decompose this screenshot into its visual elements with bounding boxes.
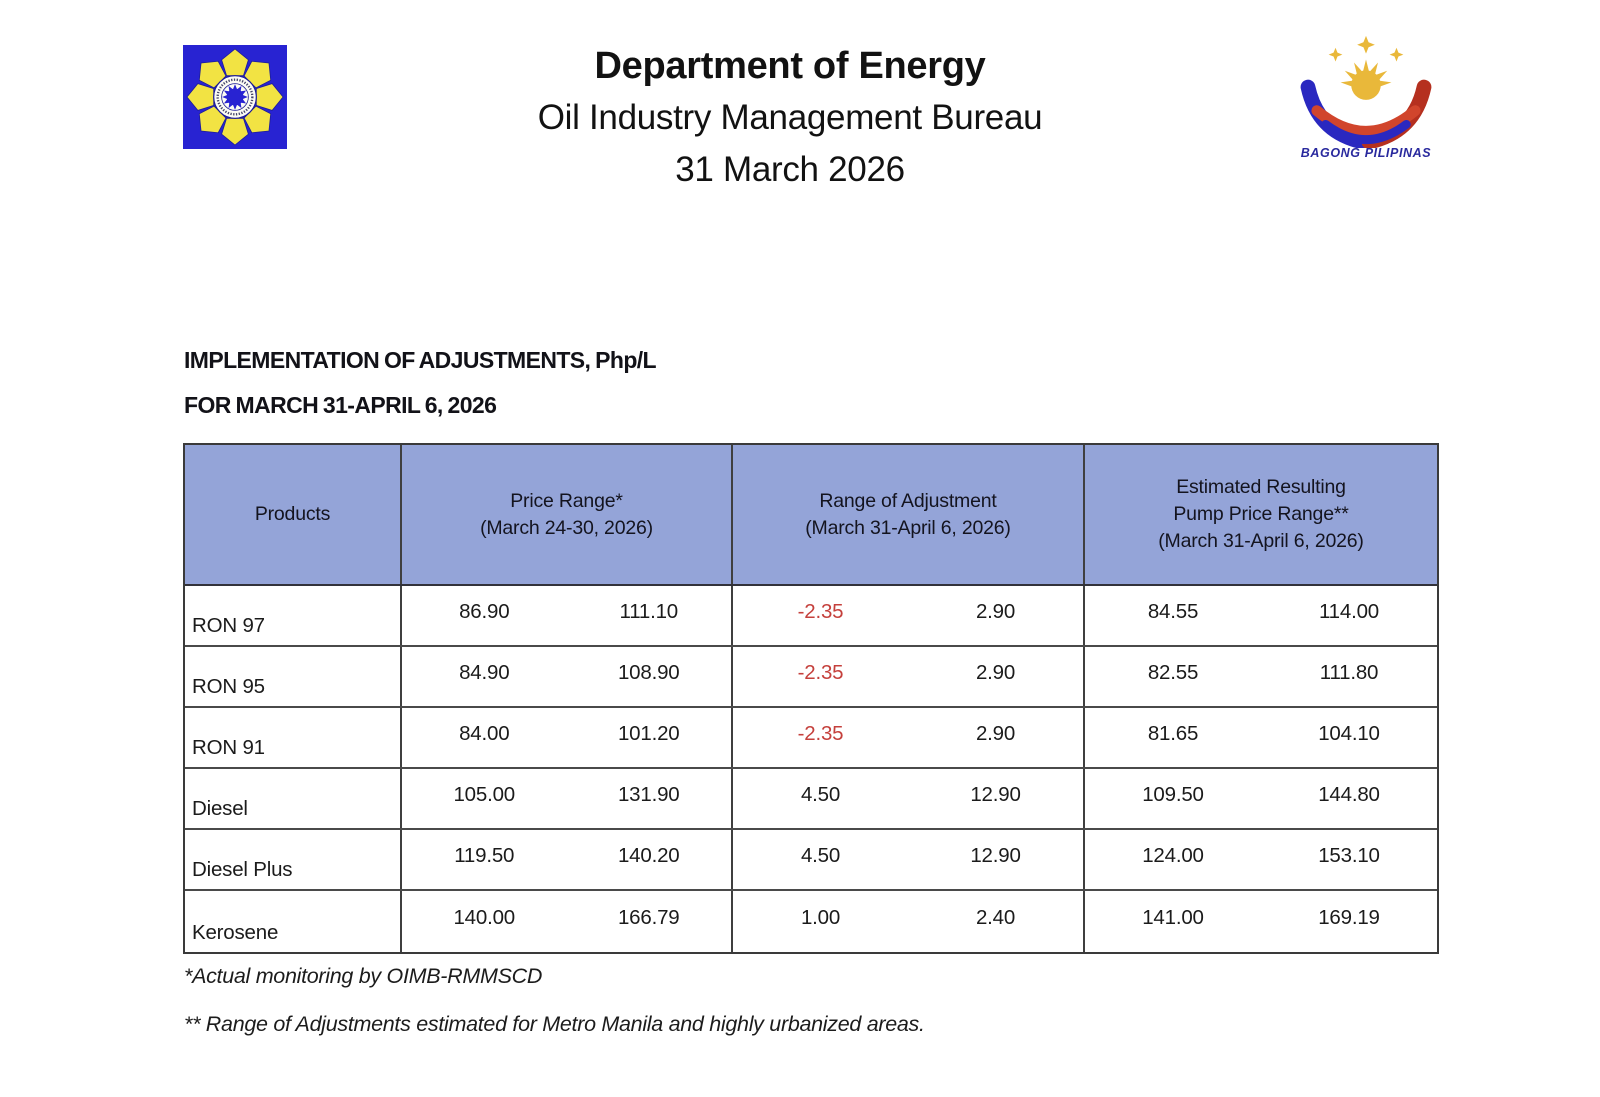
table-row-ron95: RON 95 84.90 108.90 -2.35 2.90 82.55 111…	[185, 647, 1437, 708]
header-pump-price-range: Estimated Resulting Pump Price Range** (…	[1158, 476, 1364, 552]
bureau-subtitle: Oil Industry Management Bureau	[537, 98, 1043, 137]
table-row-ron97: RON 97 86.90 111.10 -2.35 2.90 84.55 114…	[185, 586, 1437, 647]
footnote-monitoring: *Actual monitoring by OIMB-RMMSCD	[184, 964, 543, 988]
bagong-pilipinas-label: BAGONG PILIPINAS	[1300, 146, 1432, 160]
product-name: Diesel Plus	[185, 830, 402, 889]
product-name: RON 95	[185, 647, 402, 706]
adjustment-range-cell: 4.50 12.90	[733, 830, 1085, 889]
table-row-diesel: Diesel 105.00 131.90 4.50 12.90 109.50 1…	[185, 769, 1437, 830]
table-header-row: Products Price Range* (March 24-30, 2026…	[185, 445, 1437, 586]
footnote-adjustment-scope: ** Range of Adjustments estimated for Me…	[184, 1012, 925, 1036]
adjustment-range-cell: -2.35 2.90	[733, 708, 1085, 767]
price-range-cell: 84.00 101.20	[402, 708, 733, 767]
pump-price-range-cell: 109.50 144.80	[1142, 782, 1380, 806]
pump-price-range-cell: 141.00 169.19	[1142, 905, 1380, 929]
bagong-pilipinas-logo: BAGONG PILIPINAS	[1288, 30, 1444, 170]
adjustment-range-cell: 1.00 2.40	[733, 891, 1085, 952]
footnotes: *Actual monitoring by OIMB-RMMSCD ** Ran…	[184, 964, 925, 1037]
product-name: Diesel	[185, 769, 402, 828]
price-range-cell: 105.00 131.90	[402, 769, 733, 828]
section-heading-line2: FOR MARCH 31-APRIL 6, 2026	[184, 392, 497, 418]
pump-price-range-cell: 82.55 111.80	[1147, 660, 1379, 684]
product-name: RON 91	[185, 708, 402, 767]
section-heading-line1: IMPLEMENTATION OF ADJUSTMENTS, Php/L	[184, 347, 657, 373]
table-row-diesel-plus: Diesel Plus 119.50 140.20 4.50 12.90 124…	[185, 830, 1437, 891]
department-of-energy-seal-icon	[183, 45, 287, 149]
price-range-cell: 84.90 108.90	[402, 647, 733, 706]
product-name: RON 97	[185, 586, 402, 645]
price-adjustment-table: Products Price Range* (March 24-30, 2026…	[183, 443, 1439, 954]
adjustment-range-cell: 4.50 12.90	[733, 769, 1085, 828]
table-row-ron91: RON 91 84.00 101.20 -2.35 2.90 81.65 104…	[185, 708, 1437, 769]
adjustment-range-cell: -2.35 2.90	[733, 586, 1085, 645]
pump-price-range-cell: 124.00 153.10	[1142, 843, 1380, 867]
header-title-block: Department of Energy Oil Industry Manage…	[400, 40, 1180, 196]
price-range-cell: 140.00 166.79	[402, 891, 733, 952]
page-title: Department of Energy	[594, 45, 986, 87]
header-products: Products	[185, 445, 402, 584]
adjustment-range-cell: -2.35 2.90	[733, 647, 1085, 706]
header-range-of-adjustment: Range of Adjustment (March 31-April 6, 2…	[733, 445, 1085, 584]
table-row-kerosene: Kerosene 140.00 166.79 1.00 2.40 141.00 …	[185, 891, 1437, 952]
date-line: 31 March 2026	[675, 150, 905, 189]
section-heading: IMPLEMENTATION OF ADJUSTMENTS, Php/L FOR…	[184, 338, 657, 428]
bagong-pilipinas-sun-icon	[1300, 35, 1432, 148]
price-range-cell: 119.50 140.20	[402, 830, 733, 889]
product-name: Kerosene	[185, 891, 402, 952]
pump-price-range-cell: 81.65 104.10	[1147, 721, 1380, 745]
price-range-cell: 86.90 111.10	[402, 586, 733, 645]
header-price-range: Price Range* (March 24-30, 2026)	[402, 445, 733, 584]
pump-price-range-cell: 84.55 114.00	[1147, 599, 1379, 623]
